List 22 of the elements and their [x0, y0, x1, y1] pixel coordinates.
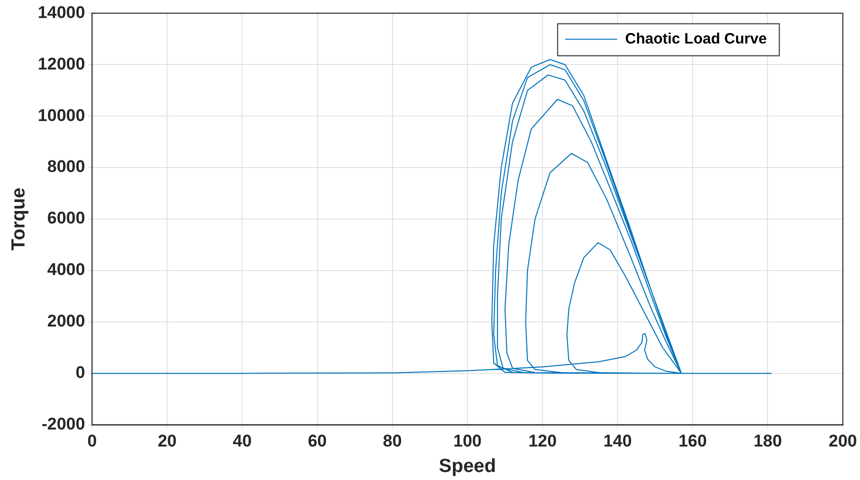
y-tick-label: 14000 — [38, 2, 86, 22]
y-tick-label: 0 — [76, 363, 86, 382]
x-axis-title: Speed — [438, 456, 496, 477]
x-tick-label: 160 — [678, 432, 707, 451]
x-tick-label: 60 — [308, 432, 327, 451]
x-tick-label: 200 — [828, 432, 858, 451]
y-tick-label: 10000 — [38, 106, 86, 125]
y-tick-label: 2000 — [47, 312, 86, 331]
legend-label: Chaotic Load Curve — [625, 30, 767, 48]
y-tick-label: -2000 — [42, 414, 86, 434]
x-tick-label: 100 — [453, 432, 482, 451]
x-tick-label: 180 — [754, 432, 782, 451]
y-axis-title: Torque — [8, 188, 30, 250]
y-tick-label: 12000 — [38, 54, 86, 74]
y-tick-label: 6000 — [47, 208, 86, 228]
x-tick-label: 20 — [158, 432, 177, 451]
y-tick-label: 8000 — [47, 157, 86, 176]
x-tick-label: 120 — [528, 432, 557, 451]
y-tick-label: 4000 — [47, 260, 86, 280]
x-tick-label: 140 — [603, 432, 632, 451]
x-tick-label: 80 — [382, 432, 402, 451]
x-tick-label: 40 — [232, 432, 252, 451]
